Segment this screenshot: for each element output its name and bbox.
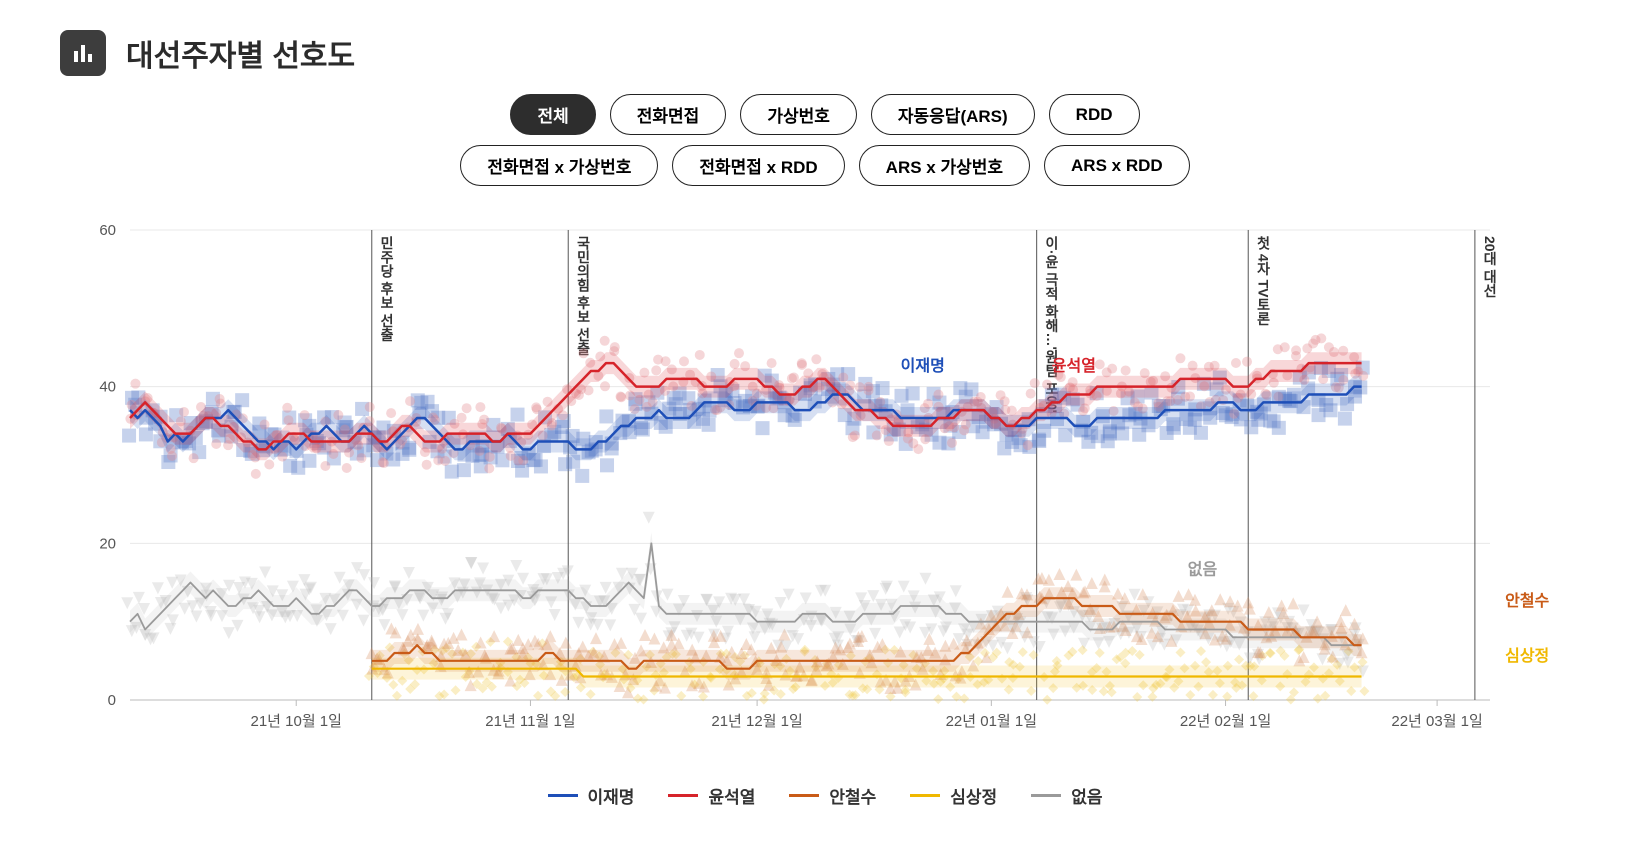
svg-text:20: 20	[99, 535, 116, 552]
svg-text:40: 40	[99, 379, 116, 396]
svg-text:22년 01월 1일: 22년 01월 1일	[946, 713, 1037, 730]
filter-button[interactable]: ARS x 가상번호	[859, 145, 1030, 186]
series-label: 심상정	[1505, 647, 1549, 665]
svg-text:국민의힘 후보 선출: 국민의힘 후보 선출	[576, 236, 592, 357]
filter-button[interactable]: 전화면접 x RDD	[672, 145, 844, 186]
series-label: 안철수	[1505, 592, 1549, 610]
svg-text:민주당 후보 선출: 민주당 후보 선출	[379, 235, 395, 343]
filter-button[interactable]: 전체	[510, 94, 595, 135]
filter-button[interactable]: 가상번호	[740, 94, 857, 135]
svg-text:첫 4자 TV토론: 첫 4자 TV토론	[1256, 236, 1272, 327]
svg-text:21년 11월 1일: 21년 11월 1일	[485, 713, 575, 730]
legend-item: 없음	[1031, 783, 1102, 808]
legend-item: 심상정	[910, 783, 997, 808]
svg-text:60: 60	[99, 222, 116, 239]
legend-item: 윤석열	[668, 783, 755, 808]
svg-text:21년 10월 1일: 21년 10월 1일	[250, 713, 341, 730]
svg-text:22년 02월 1일: 22년 02월 1일	[1180, 713, 1271, 730]
filter-button[interactable]: RDD	[1049, 94, 1140, 135]
filter-button[interactable]: 전화면접 x 가상번호	[460, 145, 658, 186]
chart-title: 대선주자별 선호도	[126, 31, 355, 75]
chart-header: 대선주자별 선호도	[60, 30, 1590, 76]
series-label: 윤석열	[1052, 357, 1096, 375]
legend-item: 안철수	[789, 783, 876, 808]
svg-text:21년 12월 1일: 21년 12월 1일	[711, 713, 802, 730]
series-label: 이재명	[901, 357, 945, 375]
chart-legend: 이재명 윤석열 안철수 심상정 없음	[60, 783, 1590, 808]
chart-canvas: 0 20 40 60 21년 10월 1일 21년 11월 1일 21년 12월 1일 22년…	[60, 200, 1590, 765]
bar-chart-icon	[60, 30, 106, 76]
svg-text:22년 03월 1일: 22년 03월 1일	[1391, 713, 1482, 730]
filter-button[interactable]: ARS x RDD	[1044, 145, 1190, 186]
legend-item: 이재명	[548, 783, 635, 808]
svg-text:0: 0	[108, 692, 116, 709]
filter-bar: 전체 전화면접 가상번호 자동응답(ARS) RDD 전화면접 x 가상번호 전화면접 x…	[60, 94, 1590, 186]
svg-text:20대 대선: 20대 대선	[1482, 236, 1498, 299]
filter-button[interactable]: 전화면접	[610, 94, 727, 135]
series-label: 없음	[1188, 561, 1218, 579]
filter-button[interactable]: 자동응답(ARS)	[871, 94, 1035, 135]
